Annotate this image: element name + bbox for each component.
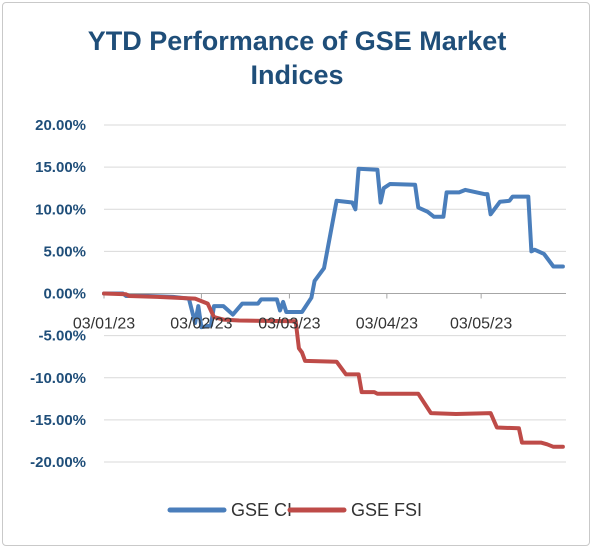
x-tick-label: 03/02/23 xyxy=(170,316,232,333)
legend-label: GSE FSI xyxy=(351,500,422,520)
chart-title: YTD Performance of GSE Market Indices xyxy=(0,24,594,92)
x-tick-label: 03/05/23 xyxy=(450,316,512,333)
chart-title-line-1: YTD Performance of GSE Market xyxy=(87,26,507,56)
y-tick-label: -10.00% xyxy=(30,370,86,387)
chart-title-line-2: Indices xyxy=(250,60,344,90)
x-tick-label: 03/01/23 xyxy=(73,316,135,333)
y-tick-label: 10.00% xyxy=(35,201,86,218)
y-tick-label: -15.00% xyxy=(30,412,86,429)
chart-frame xyxy=(2,2,590,546)
legend-label: GSE CI xyxy=(231,500,292,520)
y-tick-label: 5.00% xyxy=(43,243,86,260)
series-line-gse-fsi xyxy=(102,291,565,449)
y-tick-label: -20.00% xyxy=(30,454,86,471)
y-tick-label: 0.00% xyxy=(43,286,86,303)
x-tick-label: 03/03/23 xyxy=(258,316,320,333)
x-tick-label: 03/04/23 xyxy=(356,316,418,333)
series-line-gse-ci xyxy=(102,166,565,330)
y-tick-label: 15.00% xyxy=(35,159,86,176)
y-tick-label: -5.00% xyxy=(38,328,86,345)
y-tick-label: 20.00% xyxy=(35,117,86,134)
